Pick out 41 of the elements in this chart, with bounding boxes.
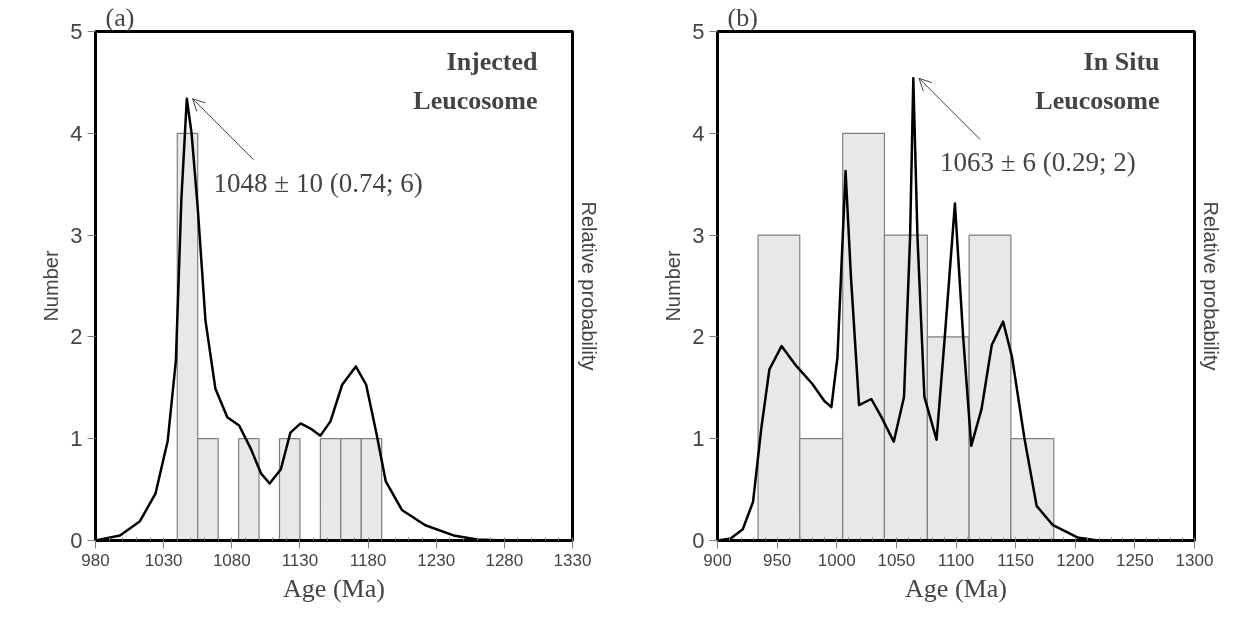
x-tick-label: 1200 — [1056, 550, 1095, 570]
x-tick-label: 1230 — [417, 550, 456, 570]
x-tick-label: 1330 — [553, 550, 592, 570]
text: Injected Leucosome — [413, 46, 539, 115]
x-tick-label: 1150 — [997, 550, 1034, 570]
annotation: 1063 ± 6 (0.29; 2) — [940, 147, 1136, 178]
y-tick-label: 2 — [692, 324, 705, 350]
y-tick-label: 3 — [692, 222, 705, 248]
y-axis-title: Number — [40, 250, 63, 322]
y-tick-label: 5 — [70, 19, 83, 44]
y-axis-title: Number — [662, 250, 685, 322]
y-tick-label: 2 — [70, 324, 83, 350]
y-tick-label: 1 — [70, 426, 83, 452]
text: (a) — [105, 2, 135, 32]
y-tick-label: 1 — [692, 426, 705, 452]
y-tick-label: 4 — [692, 120, 705, 146]
x-tick-label: 1030 — [144, 550, 183, 570]
x-tick-label: 1000 — [817, 550, 856, 570]
annotation: 1048 ± 10 (0.74; 6) — [213, 167, 423, 198]
y-tick-label: 3 — [70, 222, 83, 248]
x-tick-label: 1300 — [1175, 550, 1214, 570]
text: (b) — [727, 2, 758, 32]
x-tick-label: 1250 — [1115, 550, 1154, 570]
x-tick-label: 900 — [703, 550, 732, 570]
x-tick-label: 1080 — [212, 550, 251, 570]
x-tick-label: 1280 — [485, 550, 524, 570]
x-axis-title: Age (Ma) — [283, 573, 385, 603]
y-tick-label: 0 — [70, 528, 83, 553]
y2-axis-title: Relative probability — [1199, 201, 1222, 371]
x-tick-label: 1050 — [877, 550, 916, 570]
x-tick-label: 950 — [762, 550, 792, 570]
x-axis-title: Age (Ma) — [905, 573, 1007, 603]
x-tick-label: 980 — [81, 550, 110, 570]
y-tick-label: 0 — [692, 528, 705, 553]
x-tick-label: 1180 — [349, 550, 387, 570]
y2-axis-title: Relative probability — [577, 201, 600, 371]
y-tick-label: 4 — [70, 120, 83, 146]
x-tick-label: 1100 — [937, 550, 975, 570]
x-tick-label: 1130 — [281, 550, 319, 570]
y-tick-label: 5 — [692, 19, 705, 44]
text: In Situ Leucosome — [1035, 46, 1160, 115]
